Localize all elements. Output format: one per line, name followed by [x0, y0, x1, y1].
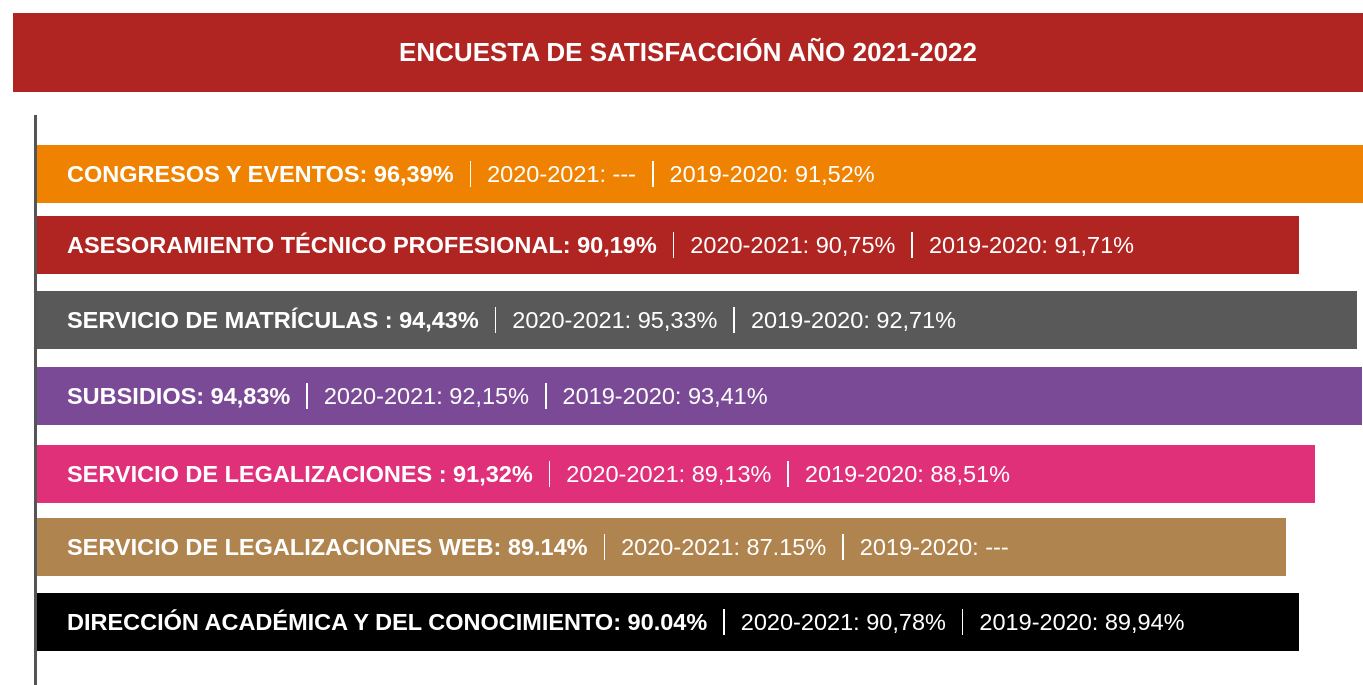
title-bar: ENCUESTA DE SATISFACCIÓN AÑO 2021-2022 — [13, 13, 1363, 92]
row-2021: 2020-2021: 95,33% — [512, 306, 718, 333]
row-2020: 2019-2020: 91,52% — [669, 160, 875, 187]
row-head: SERVICIO DE LEGALIZACIONES WEB: 89.14% — [67, 533, 588, 560]
separator — [787, 461, 789, 487]
separator — [842, 534, 844, 560]
row-2020: 2019-2020: 93,41% — [562, 382, 768, 409]
separator — [545, 383, 547, 409]
separator — [961, 609, 964, 635]
row-2021: 2020-2021: 87.15% — [621, 533, 827, 560]
separator — [469, 161, 472, 187]
row-2021: 2020-2021: 90,78% — [740, 608, 946, 635]
separator — [723, 609, 725, 635]
separator — [603, 534, 606, 560]
row-bar: SUBSIDIOS: 94,83% 2020-2021: 92,15% 2019-2… — [37, 367, 1362, 425]
separator — [733, 307, 735, 333]
separator — [911, 232, 913, 258]
row-head: SERVICIO DE MATRÍCULAS : 94,43% — [67, 306, 479, 333]
separator — [672, 232, 675, 258]
row-bar: SERVICIO DE LEGALIZACIONES WEB: 89.14% 20… — [37, 518, 1286, 576]
row-2020: 2019-2020: --- — [859, 533, 1009, 560]
separator — [494, 307, 497, 333]
row-bar: CONGRESOS Y EVENTOS: 96,39% 2020-2021: --… — [37, 145, 1363, 203]
row-bar: ASESORAMIENTO TÉCNICO PROFESIONAL: 90,19… — [37, 216, 1299, 274]
separator — [652, 161, 654, 187]
row-head: ASESORAMIENTO TÉCNICO PROFESIONAL: 90,19… — [67, 231, 657, 258]
row-2021: 2020-2021: 90,75% — [690, 231, 896, 258]
row-head: SERVICIO DE LEGALIZACIONES : 91,32% — [67, 460, 533, 487]
row-2020: 2019-2020: 89,94% — [979, 608, 1185, 635]
row-bar: SERVICIO DE LEGALIZACIONES : 91,32% 2020-… — [37, 445, 1315, 503]
title: ENCUESTA DE SATISFACCIÓN AÑO 2021-2022 — [399, 37, 977, 67]
row-2020: 2019-2020: 92,71% — [750, 306, 957, 333]
separator — [306, 383, 308, 409]
row-2021: 2020-2021: 92,15% — [323, 382, 529, 409]
row-2021: 2020-2021: 89,13% — [566, 460, 772, 487]
row-2020: 2019-2020: 91,71% — [928, 231, 1135, 258]
row-bar: DIRECCIÓN ACADÉMICA Y DEL CONOCIMIENTO: … — [37, 593, 1299, 651]
row-2021: 2020-2021: --- — [487, 160, 637, 187]
row-head: DIRECCIÓN ACADÉMICA Y DEL CONOCIMIENTO: … — [67, 608, 708, 635]
axis-line — [34, 115, 37, 685]
separator — [548, 461, 551, 487]
row-head: CONGRESOS Y EVENTOS: 96,39% — [67, 160, 454, 187]
row-head: SUBSIDIOS: 94,83% — [67, 382, 291, 409]
row-bar: SERVICIO DE MATRÍCULAS : 94,43% 2020-2021… — [37, 291, 1357, 349]
row-2020: 2019-2020: 88,51% — [804, 460, 1011, 487]
